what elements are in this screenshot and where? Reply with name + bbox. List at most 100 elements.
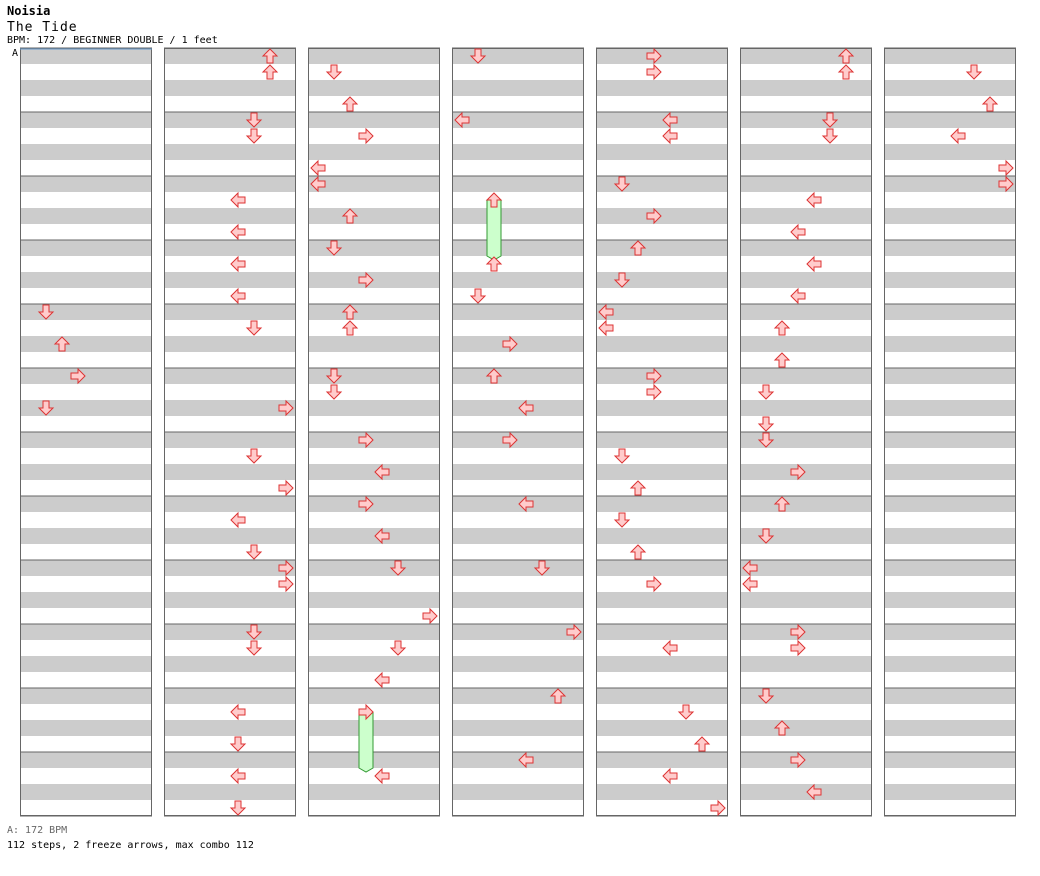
chart-meta: BPM: 172 / BEGINNER DOUBLE / 1 feet [7,35,218,46]
band-row [596,240,728,256]
band-row [452,368,584,384]
band-row [164,624,296,640]
step-arrow-up [261,48,279,64]
step-arrow-down [677,704,695,720]
column-border [884,48,1016,816]
band-row [20,656,152,672]
band-row [20,560,152,576]
step-arrow-left [230,255,246,273]
step-arrow-left [518,495,534,513]
band-row [164,80,296,96]
artist-name: Noisia [7,4,51,18]
step-arrow-down [613,512,631,528]
band-row [884,560,1016,576]
step-arrow-up [485,256,503,272]
band-row [20,688,152,704]
band-row [20,496,152,512]
band-row [740,368,872,384]
band-row [164,144,296,160]
band-row [20,624,152,640]
band-row [20,368,152,384]
band-row [308,592,440,608]
chart-column [164,47,296,817]
band-row [884,656,1016,672]
step-arrow-right [646,47,662,65]
step-arrow-left [518,399,534,417]
step-arrow-down [821,112,839,128]
band-row [308,496,440,512]
step-arrow-up [629,240,647,256]
step-arrow-up [341,320,359,336]
band-row [884,432,1016,448]
step-arrow-down [757,528,775,544]
step-arrow-up [693,736,711,752]
band-row [884,528,1016,544]
step-arrow-up [341,96,359,112]
band-row [596,176,728,192]
step-arrow-left [230,511,246,529]
step-arrow-right [790,751,806,769]
band-row [452,720,584,736]
band-row [884,176,1016,192]
step-arrow-down [389,640,407,656]
band-row [164,656,296,672]
band-row [164,208,296,224]
step-arrow-down [469,48,487,64]
step-arrow-up [773,720,791,736]
step-arrow-right [278,575,294,593]
band-row [452,176,584,192]
band-row [596,368,728,384]
step-arrow-up [485,192,503,208]
band-row [308,240,440,256]
chart-column [884,47,1016,817]
band-row [740,112,872,128]
step-arrow-down [389,560,407,576]
band-row [20,432,152,448]
band-row [596,624,728,640]
step-arrow-down [965,64,983,80]
band-row [20,528,152,544]
step-arrow-right [646,207,662,225]
band-row [164,496,296,512]
band-row [740,304,872,320]
band-row [452,272,584,288]
band-row [740,528,872,544]
step-stats: 112 steps, 2 freeze arrows, max combo 11… [7,840,254,851]
band-row [20,272,152,288]
step-arrow-left [310,159,326,177]
step-arrow-right [566,623,582,641]
step-arrow-down [757,384,775,400]
chart-column [308,47,440,817]
band-row [20,336,152,352]
band-row [596,688,728,704]
band-row [20,176,152,192]
band-row [20,304,152,320]
band-row [452,496,584,512]
band-row [740,752,872,768]
band-row [740,656,872,672]
step-arrow-left [230,223,246,241]
band-row [884,400,1016,416]
band-row [884,496,1016,512]
band-row [308,368,440,384]
band-row [740,592,872,608]
step-arrow-right [422,607,438,625]
step-arrow-right [278,559,294,577]
step-arrow-down [229,800,247,816]
band-row [308,176,440,192]
band-row [884,336,1016,352]
band-row [164,592,296,608]
column-border [452,48,584,816]
step-arrow-down [325,384,343,400]
band-row [740,624,872,640]
step-arrow-down [469,288,487,304]
chart-column [596,47,728,817]
step-arrow-up [837,48,855,64]
band-row [164,240,296,256]
band-row [20,400,152,416]
band-row [308,80,440,96]
step-arrow-left [662,127,678,145]
band-row [164,752,296,768]
column-border [164,48,296,816]
band-row [452,528,584,544]
